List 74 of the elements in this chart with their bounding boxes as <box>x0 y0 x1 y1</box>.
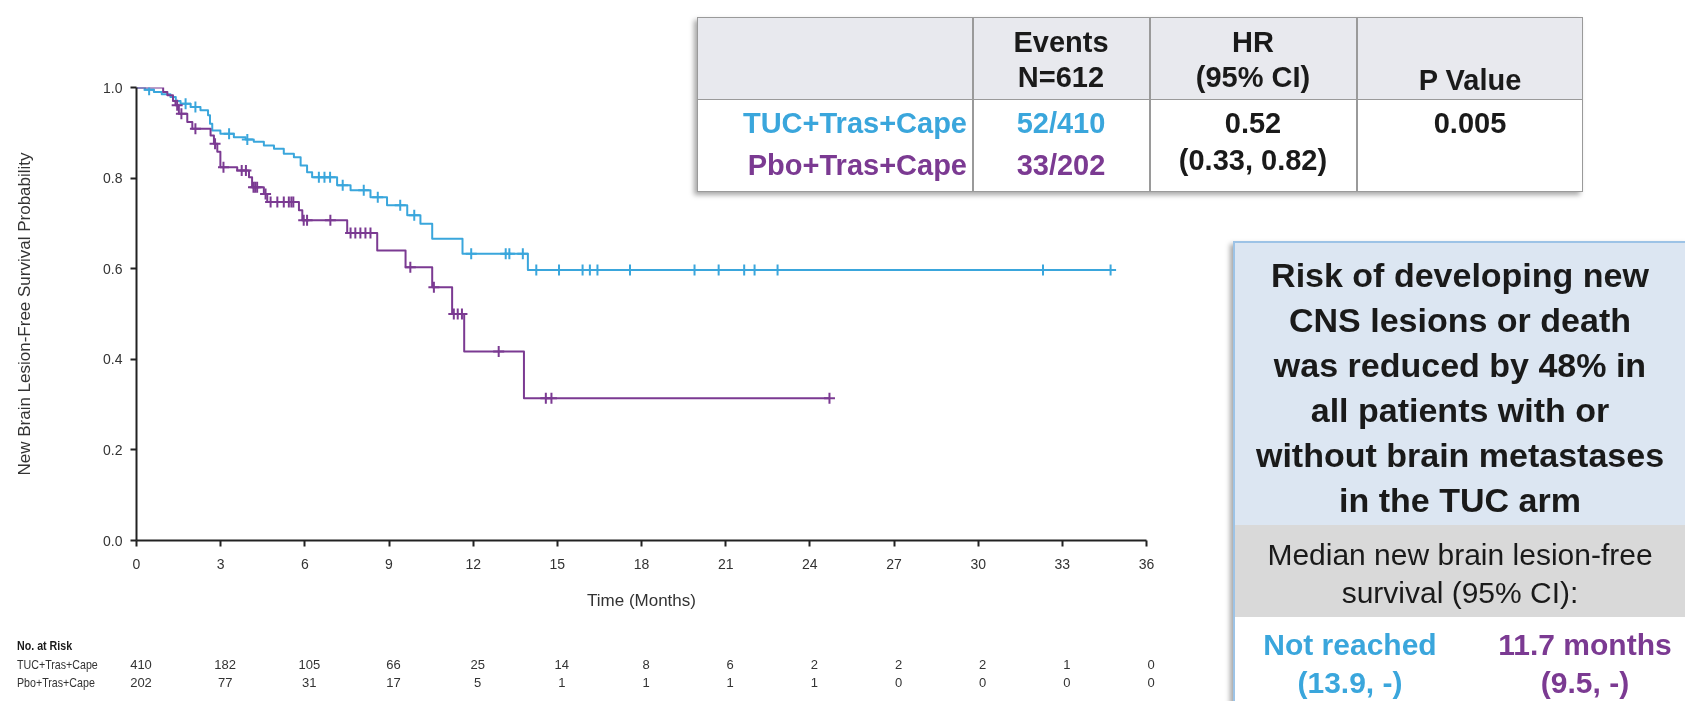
y-tick-label: 0.6 <box>103 260 123 277</box>
text: P Value <box>1418 62 1522 98</box>
text: without brain metastases <box>1255 434 1665 476</box>
text: 14 <box>554 657 570 673</box>
x-tick-label: 9 <box>385 555 394 572</box>
text: TUC+Tras+Cape <box>17 657 98 673</box>
text: No. at Risk <box>17 638 73 654</box>
text: 182 <box>214 657 237 673</box>
text: CNS lesions or death <box>1289 299 1631 341</box>
x-tick-label: 3 <box>216 555 225 572</box>
text: was reduced by 48% in <box>1273 344 1647 386</box>
text: 0.52 <box>1224 105 1282 141</box>
text: 11.7 months <box>1498 627 1672 663</box>
y-tick-label: 0.0 <box>103 532 123 549</box>
text: Events <box>1013 24 1109 60</box>
text: 17 <box>386 675 401 691</box>
text: all patients with or <box>1310 389 1610 431</box>
text: 202 <box>130 675 152 691</box>
text: Pbo+Tras+Cape <box>747 147 967 183</box>
text: 2 <box>810 657 818 673</box>
text: 410 <box>130 657 152 673</box>
text: 1 <box>810 675 818 691</box>
annotation: N=612 <box>1017 59 1105 95</box>
y-tick-label: 1.0 <box>103 79 123 96</box>
text: (95% CI) <box>1195 59 1311 95</box>
text: survival (95% CI): <box>1341 575 1579 611</box>
text: 25 <box>470 657 485 673</box>
text: 0 <box>979 675 987 691</box>
text: 6 <box>726 657 734 673</box>
text: 0 <box>894 675 903 691</box>
text: 2 <box>979 657 987 673</box>
text: Risk of developing new <box>1271 254 1649 296</box>
text: Pbo+Tras+Cape <box>17 675 95 691</box>
x-tick-label: 15 <box>549 555 566 572</box>
text: 0 <box>1063 675 1071 691</box>
y-tick-label: 0.4 <box>103 351 123 368</box>
y-tick-label: 0.2 <box>103 441 123 458</box>
x-tick-label: 24 <box>802 555 818 572</box>
text: 2 <box>894 657 903 673</box>
text: Median new brain lesion-free <box>1267 537 1653 573</box>
text: 0 <box>1147 657 1155 673</box>
text: 1 <box>726 675 734 691</box>
y-axis-title: New Brain Lesion-Free Survival Probability <box>15 151 35 476</box>
text: (0.33, 0.82) <box>1178 142 1328 178</box>
annotation: 52/410 <box>1016 105 1106 141</box>
text: 8 <box>642 657 650 673</box>
text: 5 <box>474 675 482 691</box>
x-tick-label: 33 <box>1054 555 1071 572</box>
text: 0 <box>1147 675 1155 691</box>
text: 1 <box>1063 657 1071 673</box>
text: (13.9, -) <box>1297 665 1403 701</box>
text: 1 <box>642 675 650 691</box>
x-tick-label: 27 <box>886 555 902 572</box>
x-tick-label: 18 <box>633 555 650 572</box>
x-tick-label: 6 <box>300 555 309 572</box>
x-tick-label: 30 <box>970 555 987 572</box>
x-tick-label: 36 <box>1138 555 1155 572</box>
text: TUC+Tras+Cape <box>742 105 967 141</box>
text: 66 <box>386 657 401 673</box>
x-tick-label: 12 <box>465 555 482 572</box>
x-tick-label: 0 <box>132 555 141 572</box>
annotation: 33/202 <box>1016 147 1106 183</box>
text: Not reached <box>1263 627 1437 663</box>
x-tick-label: 21 <box>717 555 734 572</box>
text: 77 <box>217 675 233 691</box>
text: 105 <box>298 657 321 673</box>
text: in the TUC arm <box>1339 479 1581 521</box>
text: 1 <box>558 675 566 691</box>
text: (9.5, -) <box>1540 665 1630 701</box>
text: HR <box>1232 24 1274 60</box>
x-axis-title: Time (Months) <box>587 590 696 610</box>
y-tick-label: 0.8 <box>103 170 123 187</box>
text: 0.005 <box>1433 105 1507 141</box>
text: 31 <box>302 675 317 691</box>
